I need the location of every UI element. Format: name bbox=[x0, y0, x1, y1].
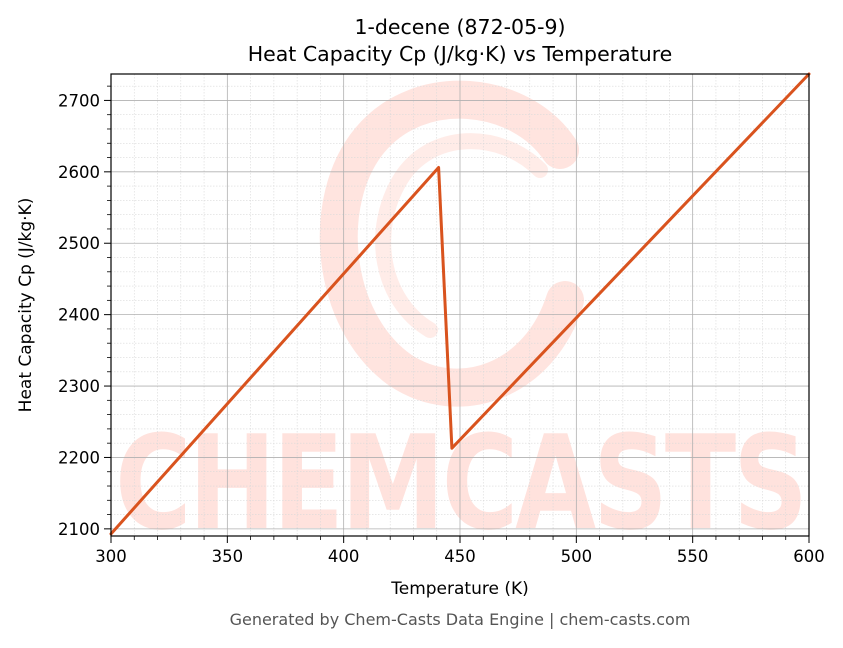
x-tick-label: 350 bbox=[212, 547, 244, 566]
y-axis-label: Heat Capacity Cp (J/kg·K) bbox=[16, 198, 36, 413]
chart-title: 1-decene (872-05-9) bbox=[354, 15, 565, 39]
chart-subtitle: Heat Capacity Cp (J/kg·K) vs Temperature bbox=[248, 42, 673, 66]
watermark-text: CHEMCASTS bbox=[115, 407, 805, 559]
watermark: CHEMCASTS bbox=[115, 80, 809, 559]
x-tick-label: 450 bbox=[444, 547, 476, 566]
x-axis-label: Temperature (K) bbox=[390, 579, 529, 599]
x-tick-label: 600 bbox=[793, 547, 825, 566]
x-tick-label: 550 bbox=[677, 547, 709, 566]
y-axis-ticks: 2100 2200 2300 2400 2500 2600 2700 bbox=[58, 85, 111, 539]
y-tick-label: 2600 bbox=[58, 163, 100, 182]
x-tick-label: 300 bbox=[95, 547, 127, 566]
y-tick-label: 2100 bbox=[58, 520, 100, 539]
series-layer bbox=[109, 72, 811, 536]
watermark-logo-arc bbox=[319, 80, 584, 407]
x-tick-label: 500 bbox=[561, 547, 593, 566]
y-tick-label: 2300 bbox=[58, 377, 100, 396]
y-tick-label: 2400 bbox=[58, 306, 100, 325]
y-tick-label: 2500 bbox=[58, 234, 100, 253]
watermark-logo-inner bbox=[375, 133, 548, 338]
series-line bbox=[109, 72, 811, 536]
x-axis-ticks: 300 350 400 450 500 550 600 bbox=[95, 536, 825, 566]
y-tick-label: 2200 bbox=[58, 448, 100, 467]
y-tick-label: 2700 bbox=[58, 91, 100, 110]
x-tick-label: 400 bbox=[328, 547, 360, 566]
footer-credit: Generated by Chem-Casts Data Engine | ch… bbox=[230, 610, 691, 629]
